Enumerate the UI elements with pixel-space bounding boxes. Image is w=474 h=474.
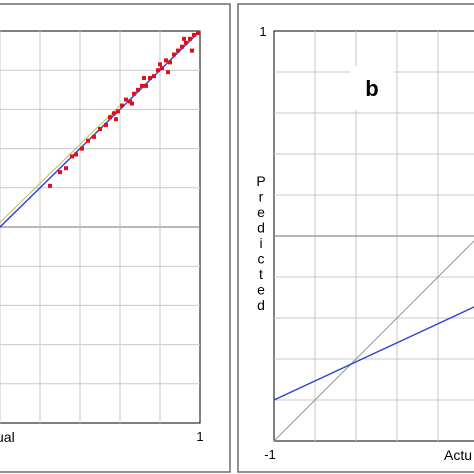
plot-a-data-point — [92, 134, 96, 139]
plot-a-data-point — [70, 154, 74, 159]
plot-a-data-point — [104, 123, 108, 128]
plot-a-data-point — [158, 62, 162, 67]
plot-a-data-point — [116, 109, 120, 114]
plot-a-data-point — [136, 87, 140, 92]
plot-b-grid — [274, 31, 474, 441]
plot-b-y-axis-label-char: d — [257, 220, 265, 236]
plot-b-fit-line — [273, 306, 474, 401]
plot-a-data-point — [86, 138, 90, 143]
plot-b-y-axis-label-char: i — [259, 235, 262, 251]
plot-a-data-point — [80, 146, 84, 151]
plot-a-fit-line — [0, 30, 201, 228]
plot-a-data-point — [140, 83, 144, 88]
plot-a-data-point — [74, 152, 78, 157]
plot-b-y-axis-label-char: e — [257, 282, 265, 298]
plot-a-data-point — [98, 127, 102, 131]
plot-a-data-point — [144, 83, 148, 88]
plot-a-data-point — [188, 36, 192, 41]
panel-b-frame — [237, 3, 474, 473]
plot-a-data-point — [142, 76, 146, 81]
plot-b-y-axis-label-char: r — [259, 189, 264, 205]
plot-a-fit-light-line — [0, 105, 121, 224]
plot-a-data-point — [108, 115, 112, 120]
plot-a-data-point — [152, 74, 156, 79]
plot-a-data-point — [48, 183, 52, 188]
plot-a-grid — [0, 31, 200, 423]
plot-a-data-point — [160, 66, 164, 71]
plot-a-data-point — [168, 60, 172, 65]
plot-a-data-point — [164, 58, 168, 63]
plot-b-y-axis-label-char: e — [257, 204, 265, 220]
plot-a-data-point — [148, 76, 152, 81]
plot-a-points — [48, 30, 200, 188]
plot-a-data-point — [156, 68, 160, 73]
plot-b-lines — [273, 240, 474, 442]
plot-a-data-point — [132, 91, 136, 96]
plot-b-y-axis-label-char: c — [258, 251, 265, 267]
plot-a-data-point — [192, 32, 196, 37]
plot-a-data-point — [130, 101, 134, 106]
plot-a-data-point — [180, 44, 184, 49]
plot-a-lines — [0, 30, 201, 228]
plot-a-data-point — [112, 111, 116, 116]
plot-b-y-tick-label: 1 — [259, 24, 266, 39]
plot-a-data-point — [114, 117, 118, 122]
plot-a-data-point — [124, 97, 128, 102]
plot-a-data-point — [184, 40, 188, 45]
plot-b-y-axis-label-char: d — [257, 297, 265, 313]
panel-b-letter: b — [365, 76, 378, 101]
plot-a-data-point — [58, 170, 62, 175]
plot-b-x-tick-label: -1 — [264, 447, 276, 462]
plot-a-x-tick-label: 1 — [196, 429, 203, 444]
plot-a-data-point — [176, 48, 180, 53]
plot-a-x-axis-label: ual — [0, 429, 15, 445]
plot-a-data-point — [166, 70, 170, 75]
plot-b-x-axis-label: Actu — [444, 447, 472, 463]
plot-a-data-point — [64, 166, 68, 171]
plot-b-y-axis-label-char: t — [259, 266, 263, 282]
plot-a: 1 ual — [0, 30, 204, 445]
plot-a-data-point — [182, 36, 186, 41]
plot-b-identity-line — [273, 240, 474, 442]
plot-a-data-point — [196, 30, 200, 35]
plot-b-y-axis-label-char: P — [256, 173, 265, 189]
panel-b-letter-box — [350, 66, 394, 110]
plot-a-data-point — [120, 103, 124, 108]
panel-a-frame — [0, 3, 231, 473]
plot-a-data-point — [190, 48, 194, 53]
plot-a-data-point — [172, 52, 176, 57]
